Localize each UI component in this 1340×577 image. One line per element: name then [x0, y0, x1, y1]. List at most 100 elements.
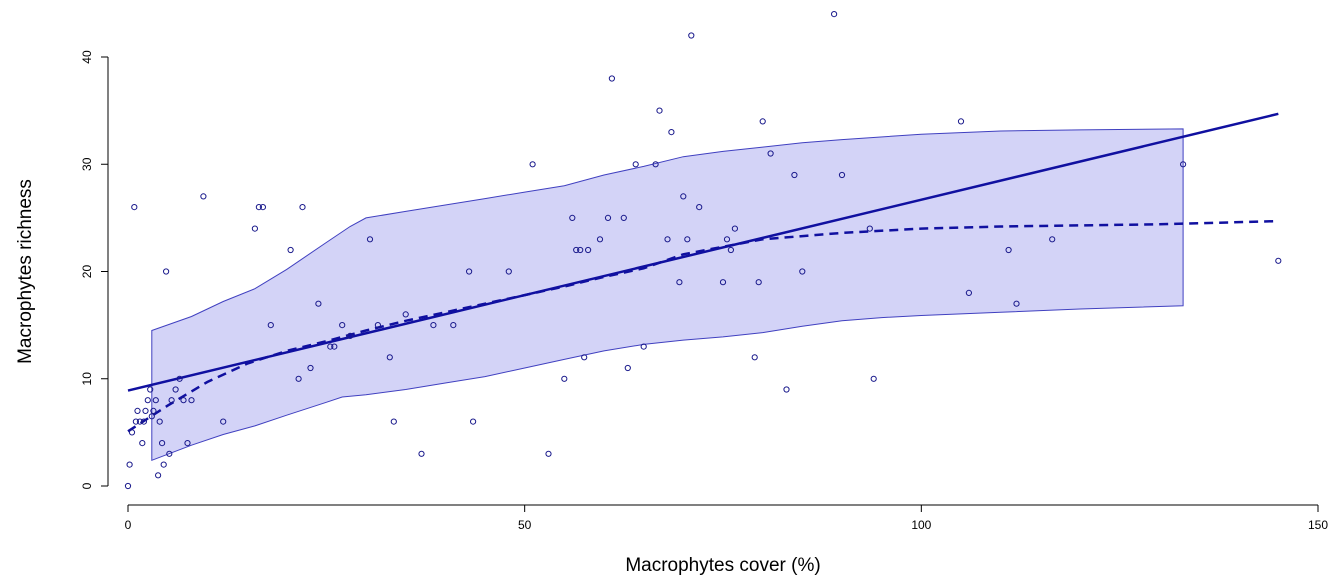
data-point [142, 407, 149, 414]
data-point [386, 354, 393, 361]
data-point [585, 246, 592, 254]
data-point [727, 246, 735, 254]
data-point [327, 343, 334, 350]
data-point [128, 429, 136, 436]
data-point [147, 386, 154, 393]
data-point [767, 150, 774, 157]
data-point [200, 193, 207, 200]
data-point [652, 161, 659, 168]
data-point [529, 161, 536, 168]
data-point [545, 450, 552, 457]
data-point [255, 204, 262, 211]
data-point [577, 246, 584, 254]
data-point [561, 375, 568, 382]
data-point [259, 204, 266, 211]
y-tick-label: 40 [80, 50, 94, 64]
data-point [155, 472, 162, 479]
axes-layer: 0 50 100 150 0 10 20 30 40 [80, 50, 1328, 532]
data-point [466, 268, 473, 275]
data-point [668, 129, 675, 136]
data-point [688, 32, 695, 39]
data-point [331, 343, 338, 350]
y-tick-label: 0 [80, 482, 94, 489]
data-point [295, 375, 302, 382]
data-point [608, 75, 616, 82]
data-point [339, 322, 346, 329]
data-point [299, 204, 306, 211]
data-point [139, 440, 146, 447]
data-point [620, 214, 627, 221]
data-point [632, 161, 639, 168]
data-point [640, 343, 647, 350]
data-point [664, 236, 671, 243]
data-point [719, 279, 727, 286]
data-point [180, 397, 187, 404]
data-point [696, 204, 703, 211]
data-point [374, 322, 381, 329]
y-tick-label: 10 [80, 372, 94, 386]
data-point [965, 289, 973, 296]
data-point [390, 418, 397, 425]
data-point [366, 236, 374, 243]
data-point [152, 397, 159, 404]
data-point [596, 236, 604, 243]
linear-fit-line [127, 112, 1279, 392]
data-point [470, 418, 477, 425]
data-point [156, 418, 163, 425]
data-point [581, 354, 588, 361]
data-point [267, 322, 274, 329]
data-point [1275, 257, 1282, 264]
confidence-band-layer [151, 128, 1184, 462]
data-point [347, 332, 354, 339]
data-point [184, 440, 191, 447]
data-point [791, 171, 798, 179]
data-point [957, 118, 965, 125]
data-point [755, 279, 762, 286]
data-point [838, 171, 846, 179]
data-point [251, 225, 258, 232]
data-point [759, 118, 766, 125]
data-point [188, 397, 195, 404]
data-point [1013, 300, 1020, 307]
data-point [604, 214, 612, 221]
data-point [166, 450, 173, 457]
data-point [569, 214, 576, 221]
data-point [150, 407, 157, 414]
data-point [124, 482, 132, 490]
data-point [172, 386, 179, 393]
y-tick-label: 30 [80, 157, 94, 171]
data-point [866, 225, 873, 232]
data-point [315, 300, 322, 307]
data-point [163, 268, 170, 275]
x-axis-title: Macrophytes cover (%) [625, 555, 820, 576]
data-point [1005, 246, 1012, 254]
data-point [287, 246, 294, 254]
data-point [144, 397, 151, 404]
data-point [624, 364, 631, 372]
data-point [723, 236, 731, 243]
data-point [418, 450, 425, 457]
data-point [870, 375, 877, 382]
data-point [680, 193, 687, 200]
data-point [831, 11, 838, 18]
x-tick-label: 50 [518, 518, 532, 532]
confidence-band [151, 128, 1184, 462]
data-point [134, 407, 141, 414]
y-tick-label: 20 [80, 265, 94, 279]
data-point [430, 322, 437, 329]
data-point [573, 246, 580, 254]
data-point [1180, 161, 1187, 168]
data-point [148, 413, 155, 420]
data-point [176, 375, 183, 382]
data-point [160, 461, 167, 468]
x-tick-label: 0 [125, 518, 132, 532]
data-point [684, 236, 691, 243]
data-point [132, 418, 139, 425]
data-point [450, 322, 457, 329]
x-tick-label: 150 [1308, 518, 1328, 532]
y-axis-title: Macrophytes richness [15, 179, 36, 364]
data-point [799, 268, 806, 275]
data-point [656, 107, 663, 114]
data-point [140, 418, 147, 425]
